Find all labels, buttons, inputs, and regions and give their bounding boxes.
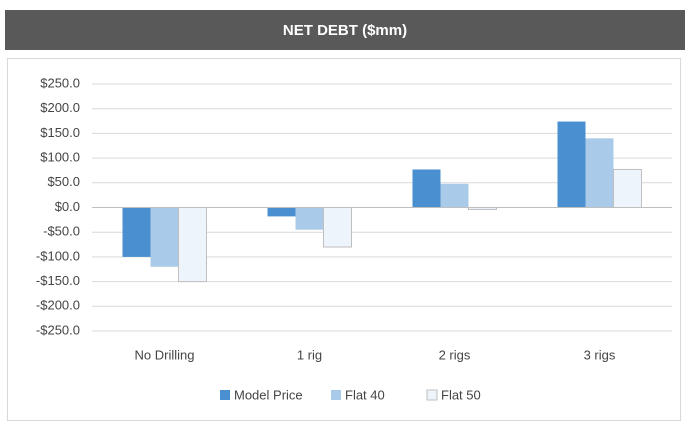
y-tick-label: $50.0: [47, 174, 80, 189]
bar: [150, 207, 179, 267]
bar: [440, 183, 469, 208]
bar: [412, 169, 441, 208]
legend-label: Model Price: [234, 387, 303, 402]
y-tick-label: -$150.0: [36, 273, 80, 288]
legend-swatch: [331, 390, 341, 400]
legend-swatch: [220, 390, 230, 400]
bar: [267, 207, 296, 217]
header-bar: [5, 10, 685, 50]
x-tick-label: No Drilling: [135, 347, 195, 362]
bar: [585, 138, 614, 208]
bar: [557, 121, 586, 208]
legend-swatch: [426, 389, 438, 401]
bar: [178, 207, 207, 283]
bar: [295, 207, 324, 230]
y-tick-label: $200.0: [40, 100, 80, 115]
y-tick-label: -$200.0: [36, 298, 80, 313]
bar: [122, 207, 151, 257]
chart-title: NET DEBT ($mm): [283, 22, 407, 39]
y-tick-label: -$250.0: [36, 322, 80, 337]
legend-label: Flat 50: [441, 387, 481, 402]
x-tick-label: 2 rigs: [439, 347, 471, 362]
x-tick-label: 1 rig: [297, 347, 322, 362]
x-tick-label: 3 rigs: [584, 347, 616, 362]
y-tick-label: -$100.0: [36, 248, 80, 263]
y-tick-label: $150.0: [40, 125, 80, 140]
y-tick-label: $0.0: [55, 199, 80, 214]
y-tick-label: $250.0: [40, 75, 80, 90]
y-tick-label: $100.0: [40, 150, 80, 165]
y-tick-label: -$50.0: [43, 224, 80, 239]
bar: [613, 168, 642, 209]
bar: [323, 207, 352, 248]
legend-label: Flat 40: [345, 387, 385, 402]
